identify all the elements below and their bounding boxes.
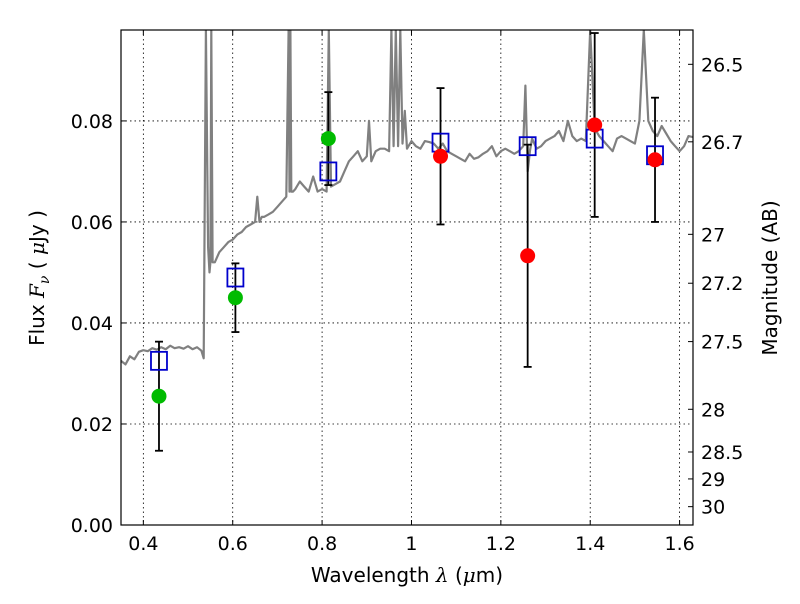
observed-flux-point	[647, 152, 663, 168]
grid-lines	[121, 30, 693, 525]
mag-tick-label: 26.7	[701, 132, 743, 154]
mag-tick-label: 27.5	[701, 332, 743, 354]
y-axis-label: Flux Fν ( μJy )	[25, 210, 53, 346]
y-tick-label: 0.06	[71, 212, 113, 234]
mag-tick-label: 29	[701, 469, 725, 491]
observed-flux-point	[320, 131, 336, 147]
plot-frame	[120, 29, 694, 526]
observed-flux-point	[520, 248, 536, 264]
mag-tick-label: 30	[701, 497, 725, 519]
observed-flux-point	[151, 388, 167, 404]
mag-tick-label: 28	[701, 399, 725, 421]
model-photometry-square	[150, 350, 168, 371]
x-tick-label: 0.6	[218, 533, 248, 555]
x-tick-label: 1.4	[575, 533, 605, 555]
x-tick-label: 0.4	[128, 533, 158, 555]
y-tick-label: 0.04	[71, 313, 113, 335]
observed-flux-point	[587, 117, 603, 133]
x-axis-label: Wavelength λ (μm)	[311, 563, 503, 587]
x-tick-label: 1.2	[486, 533, 516, 555]
model-spectrum-line	[121, 30, 693, 366]
y-tick-label: 0.08	[71, 111, 113, 133]
y-tick-label: 0.00	[71, 515, 113, 537]
model-photometry-square	[319, 161, 338, 182]
y2-axis-label: Magnitude (AB)	[758, 200, 782, 355]
mag-tick-label: 27	[701, 224, 725, 246]
model-photometry-square	[226, 267, 245, 288]
model-photometry-square	[518, 136, 537, 157]
x-tick-label: 1	[405, 533, 417, 555]
mag-tick-label: 28.5	[701, 442, 743, 464]
mag-tick-label: 26.5	[701, 54, 743, 76]
y-tick-label: 0.02	[71, 414, 113, 436]
plot-area	[121, 30, 693, 452]
x-tick-label: 0.8	[307, 533, 337, 555]
observed-flux-point	[433, 148, 449, 164]
observed-flux-point	[227, 290, 243, 306]
axis-ticks: 0.4 0.6 0.8 1 1.2 1.4 1.6 0.00 0.02 0.04 0.06 0.08 2…	[71, 30, 743, 555]
x-tick-label: 1.6	[664, 533, 694, 555]
mag-tick-label: 27.2	[701, 273, 743, 295]
